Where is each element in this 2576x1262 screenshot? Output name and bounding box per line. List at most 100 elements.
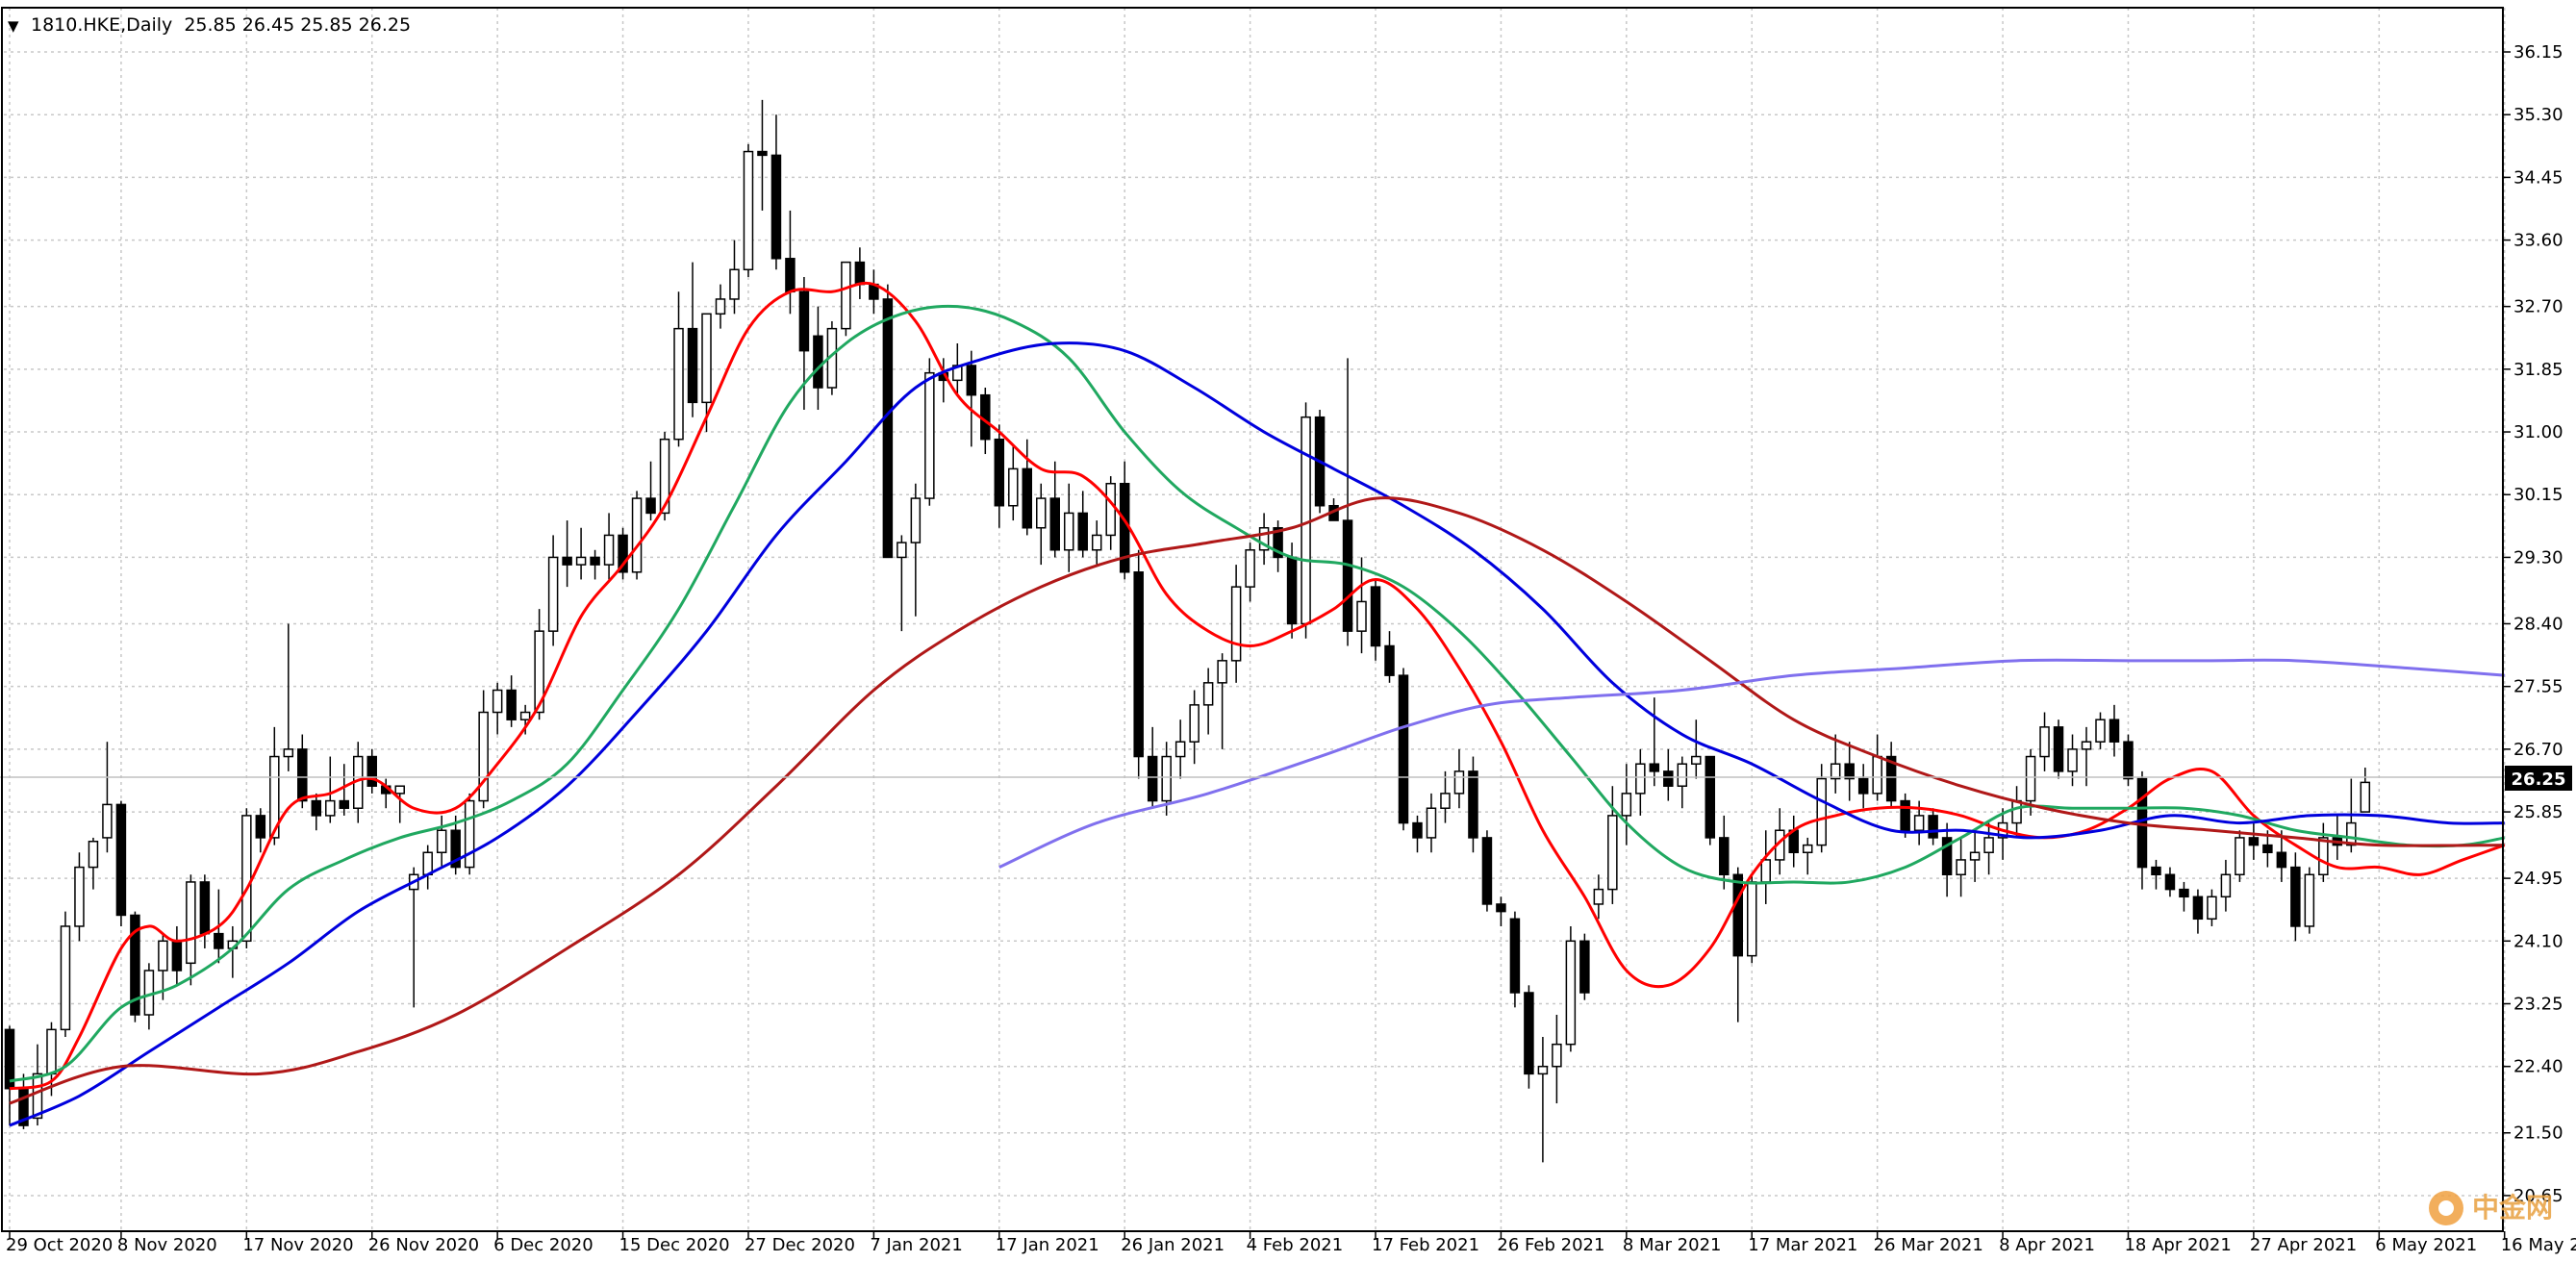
candle-bull [631, 497, 643, 573]
candle-bull [1621, 793, 1632, 817]
candle-bear [1928, 815, 1938, 839]
candle-bear [339, 799, 350, 809]
candle-bear [966, 365, 977, 396]
candle-bear [1481, 837, 1493, 905]
candle-bull [1830, 763, 1841, 780]
candle-bull [1552, 1043, 1562, 1068]
chart-header[interactable]: ▼ 1810.HKE,Daily 25.85 26.45 25.85 26.25 [8, 14, 411, 36]
candle-bear [366, 755, 377, 787]
y-tick-label: 23.25 [2513, 995, 2563, 1015]
candle-bear [1412, 821, 1423, 839]
candle-bull [2095, 719, 2106, 743]
candle-bull [186, 881, 196, 965]
candle-bear [1649, 763, 1660, 772]
x-tick-label: 6 Dec 2020 [493, 1235, 593, 1255]
moving-average-line [9, 496, 2505, 1105]
candle-bull [673, 327, 684, 441]
candle-bull [1677, 763, 1688, 787]
candle-bear [214, 932, 224, 949]
candle-bull [1008, 467, 1019, 507]
current-price-tag: 26.25 [2505, 766, 2572, 791]
candle-bull [1202, 682, 1214, 706]
x-tick-label: 17 Jan 2021 [996, 1235, 1099, 1255]
moving-average-line [9, 304, 2505, 1083]
x-tick-label: 16 May 2021 [2501, 1235, 2576, 1255]
candle-bull [88, 841, 99, 869]
y-tick-label: 31.00 [2513, 422, 2563, 442]
candle-bear [297, 748, 308, 802]
candle-bear [2276, 851, 2287, 869]
candle-bull [1356, 600, 1367, 632]
x-tick-label: 8 Apr 2021 [1999, 1235, 2095, 1255]
candle-bear [1273, 527, 1283, 559]
candle-bear [1468, 770, 1478, 839]
candle-bear [770, 154, 782, 260]
candle-bull [547, 556, 559, 632]
candle-bull [1245, 549, 1255, 588]
candle-bull [1063, 512, 1074, 551]
y-tick-label: 28.40 [2513, 614, 2563, 634]
candle-bear [1509, 918, 1521, 994]
candle-bull [910, 497, 922, 543]
candle-bear [645, 497, 656, 515]
candle-bull [1440, 793, 1451, 809]
time-axis[interactable]: 29 Oct 2020 8 Nov 2020 17 Nov 2020 26 Nov 2… [6, 1231, 2576, 1255]
candle-bear [506, 689, 517, 720]
y-tick-label: 24.10 [2513, 931, 2563, 951]
plot-border [1, 7, 2504, 1232]
x-tick-label: 26 Nov 2020 [368, 1235, 479, 1255]
y-tick-label: 33.60 [2513, 231, 2563, 251]
y-tick-label: 27.55 [2513, 677, 2563, 697]
candle-bull [2039, 726, 2050, 758]
candle-bull [1802, 844, 1813, 854]
candle-bear [1022, 467, 1033, 529]
candle-bull [32, 1073, 43, 1120]
candle-bull [74, 866, 85, 927]
candle-bear [2290, 866, 2301, 927]
menu-triangle-icon[interactable]: ▼ [8, 17, 19, 35]
y-tick-label: 35.30 [2513, 105, 2563, 125]
candle-bear [2248, 837, 2260, 846]
candle-bull [1036, 497, 1047, 529]
candle-bear [757, 150, 768, 157]
candle-bull [46, 1028, 57, 1075]
price-axis[interactable]: 36.15 35.30 34.45 33.60 32.70 31.85 31.00 30.15… [2503, 42, 2563, 1206]
x-tick-label: 18 Apr 2021 [2124, 1235, 2231, 1255]
x-tick-label: 27 Apr 2021 [2250, 1235, 2357, 1255]
candle-bear [1732, 873, 1744, 957]
grid-lines [4, 8, 2506, 1231]
candle-bear [687, 327, 698, 404]
candle-bear [2179, 888, 2189, 898]
candle-bear [2262, 844, 2273, 854]
candle-bull [269, 755, 280, 839]
y-tick-label: 34.45 [2513, 167, 2563, 188]
y-tick-label: 25.85 [2513, 802, 2563, 822]
candle-bull [1453, 770, 1465, 795]
moving-averages [9, 281, 2506, 1127]
candle-bear [1147, 755, 1158, 802]
x-tick-label: 8 Nov 2020 [117, 1235, 217, 1255]
candle-bear [1579, 940, 1590, 994]
x-tick-label: 17 Nov 2020 [242, 1235, 353, 1255]
candle-bear [115, 803, 127, 917]
candle-bull [841, 261, 851, 330]
candle-bear [255, 815, 266, 839]
candle-bull [519, 711, 531, 720]
candle-bear [1286, 556, 1298, 625]
candle-bear [450, 829, 461, 869]
candle-bear [1049, 497, 1060, 551]
candle-bull [1217, 660, 1227, 684]
moving-average-line [9, 341, 2505, 1127]
y-tick-label: 22.40 [2513, 1057, 2563, 1077]
y-tick-label: 31.85 [2513, 360, 2563, 380]
candle-bear [1384, 644, 1395, 676]
candle-bear [813, 335, 823, 389]
candle-bull [534, 630, 544, 714]
candle-bull [603, 534, 615, 566]
candle-bear [1900, 799, 1910, 831]
candle-bull [60, 925, 71, 1031]
candle-bull [1091, 534, 1102, 551]
candle-bull [743, 150, 754, 271]
